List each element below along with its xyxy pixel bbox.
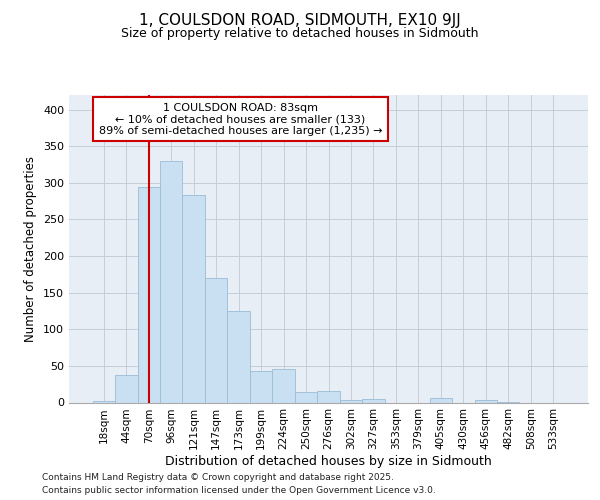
Bar — [362, 399, 385, 402]
Text: 1 COULSDON ROAD: 83sqm
← 10% of detached houses are smaller (133)
89% of semi-de: 1 COULSDON ROAD: 83sqm ← 10% of detached… — [98, 102, 382, 136]
Bar — [92, 401, 115, 402]
Bar — [182, 196, 205, 402]
Bar — [475, 400, 497, 402]
Bar — [115, 374, 137, 402]
Y-axis label: Number of detached properties: Number of detached properties — [25, 156, 37, 342]
Text: Size of property relative to detached houses in Sidmouth: Size of property relative to detached ho… — [121, 28, 479, 40]
Bar — [205, 278, 227, 402]
Bar — [160, 161, 182, 402]
Bar — [250, 371, 272, 402]
Bar — [227, 311, 250, 402]
Bar — [295, 392, 317, 402]
Bar — [430, 398, 452, 402]
Bar — [340, 400, 362, 402]
Text: Contains HM Land Registry data © Crown copyright and database right 2025.: Contains HM Land Registry data © Crown c… — [42, 472, 394, 482]
Bar — [317, 391, 340, 402]
Bar — [137, 186, 160, 402]
Text: 1, COULSDON ROAD, SIDMOUTH, EX10 9JJ: 1, COULSDON ROAD, SIDMOUTH, EX10 9JJ — [139, 12, 461, 28]
Text: Contains public sector information licensed under the Open Government Licence v3: Contains public sector information licen… — [42, 486, 436, 495]
Bar — [272, 369, 295, 402]
X-axis label: Distribution of detached houses by size in Sidmouth: Distribution of detached houses by size … — [165, 455, 492, 468]
